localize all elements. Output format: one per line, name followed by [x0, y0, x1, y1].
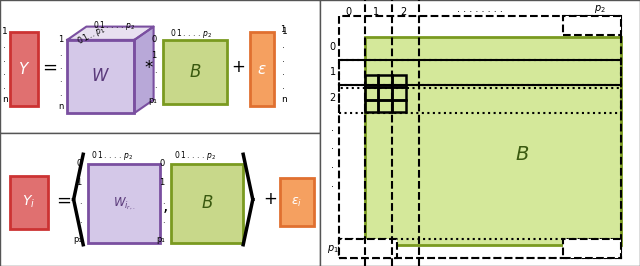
Text: p₁: p₁ — [148, 96, 157, 105]
FancyBboxPatch shape — [10, 176, 48, 229]
Text: .: . — [154, 81, 157, 90]
Text: $0\,1\,.\,.\,.\,.\,p_2$: $0\,1\,.\,.\,.\,.\,p_2$ — [92, 149, 134, 162]
Text: p₁: p₁ — [156, 235, 165, 244]
Text: n: n — [282, 95, 287, 104]
Text: .: . — [3, 82, 6, 91]
Text: 2: 2 — [330, 93, 336, 103]
Text: .: . — [60, 49, 62, 58]
FancyBboxPatch shape — [67, 40, 134, 113]
FancyBboxPatch shape — [163, 40, 227, 104]
Text: p₁: p₁ — [73, 235, 82, 244]
FancyBboxPatch shape — [280, 178, 314, 226]
Text: .: . — [79, 216, 82, 225]
Text: 1: 1 — [373, 7, 379, 17]
Polygon shape — [67, 27, 154, 40]
Text: .: . — [60, 89, 62, 98]
Text: $Y$: $Y$ — [18, 61, 30, 77]
Text: 0: 0 — [346, 7, 352, 17]
Text: $\varepsilon_i$: $\varepsilon_i$ — [291, 196, 302, 209]
Text: $0\,1\,.\,.\,.\,.\,p_2$: $0\,1\,.\,.\,.\,.\,p_2$ — [93, 19, 135, 32]
Text: 1: 1 — [2, 27, 8, 36]
Text: .: . — [3, 41, 6, 50]
FancyBboxPatch shape — [88, 164, 160, 243]
Text: .: . — [282, 55, 284, 64]
Text: $0\,1\,.\,.\,.\,.\,p_2$: $0\,1\,.\,.\,.\,.\,p_2$ — [174, 149, 217, 162]
Text: 0: 0 — [159, 159, 165, 168]
FancyBboxPatch shape — [365, 37, 621, 245]
Text: . . . . . . . .: . . . . . . . . — [457, 3, 503, 14]
Text: .: . — [162, 197, 165, 206]
Text: .: . — [60, 75, 62, 84]
Text: n: n — [2, 95, 8, 104]
Text: $p_2$: $p_2$ — [594, 2, 606, 15]
Text: .: . — [332, 123, 334, 133]
Text: 0: 0 — [76, 159, 82, 168]
Text: .: . — [332, 141, 334, 151]
Polygon shape — [134, 27, 154, 113]
Text: 0: 0 — [330, 41, 336, 52]
Text: $0\,1\!.\!.\!.\,p_1$: $0\,1\!.\!.\!.\,p_1$ — [76, 23, 108, 48]
Text: 0: 0 — [152, 35, 157, 44]
FancyBboxPatch shape — [172, 164, 243, 243]
Text: $Y_i$: $Y_i$ — [22, 194, 35, 210]
Text: .: . — [162, 216, 165, 225]
Text: $B$: $B$ — [189, 63, 202, 81]
Text: $*$: $*$ — [144, 57, 154, 76]
Text: .: . — [3, 55, 6, 64]
Text: .: . — [282, 82, 284, 91]
FancyBboxPatch shape — [250, 32, 274, 106]
Text: .: . — [282, 41, 284, 50]
Text: .: . — [332, 178, 334, 189]
Text: $W_{i_{r,.}}$: $W_{i_{r,.}}$ — [113, 195, 135, 212]
Text: 2: 2 — [400, 7, 406, 17]
Text: .: . — [3, 68, 6, 77]
FancyBboxPatch shape — [10, 32, 38, 106]
FancyBboxPatch shape — [563, 239, 621, 258]
Text: 1: 1 — [330, 67, 336, 77]
Text: $W$: $W$ — [92, 68, 110, 85]
Text: 1: 1 — [280, 25, 285, 34]
Text: $B$: $B$ — [201, 194, 213, 213]
Text: .: . — [60, 62, 62, 71]
Text: .: . — [332, 160, 334, 170]
Text: $+$: $+$ — [231, 57, 246, 76]
Text: .: . — [282, 68, 284, 77]
Text: 1: 1 — [58, 35, 63, 44]
Text: 1: 1 — [76, 178, 82, 187]
Text: $=$: $=$ — [53, 190, 72, 209]
Text: $0\,1\,.\,.\,.\,.\,p_2$: $0\,1\,.\,.\,.\,.\,p_2$ — [170, 27, 212, 40]
Text: .: . — [154, 66, 157, 75]
Text: $,$: $,$ — [163, 197, 168, 215]
Text: $p_1$: $p_1$ — [327, 243, 339, 255]
Text: 1: 1 — [282, 27, 287, 36]
FancyBboxPatch shape — [563, 16, 621, 35]
Text: $\varepsilon$: $\varepsilon$ — [257, 62, 266, 77]
Text: .: . — [79, 197, 82, 206]
Text: n: n — [58, 102, 63, 111]
FancyBboxPatch shape — [339, 239, 397, 258]
Text: $+$: $+$ — [263, 190, 278, 209]
Text: 1: 1 — [152, 51, 157, 60]
Text: $B$: $B$ — [515, 145, 529, 164]
Text: $=$: $=$ — [38, 57, 58, 76]
Text: 1: 1 — [159, 178, 165, 187]
